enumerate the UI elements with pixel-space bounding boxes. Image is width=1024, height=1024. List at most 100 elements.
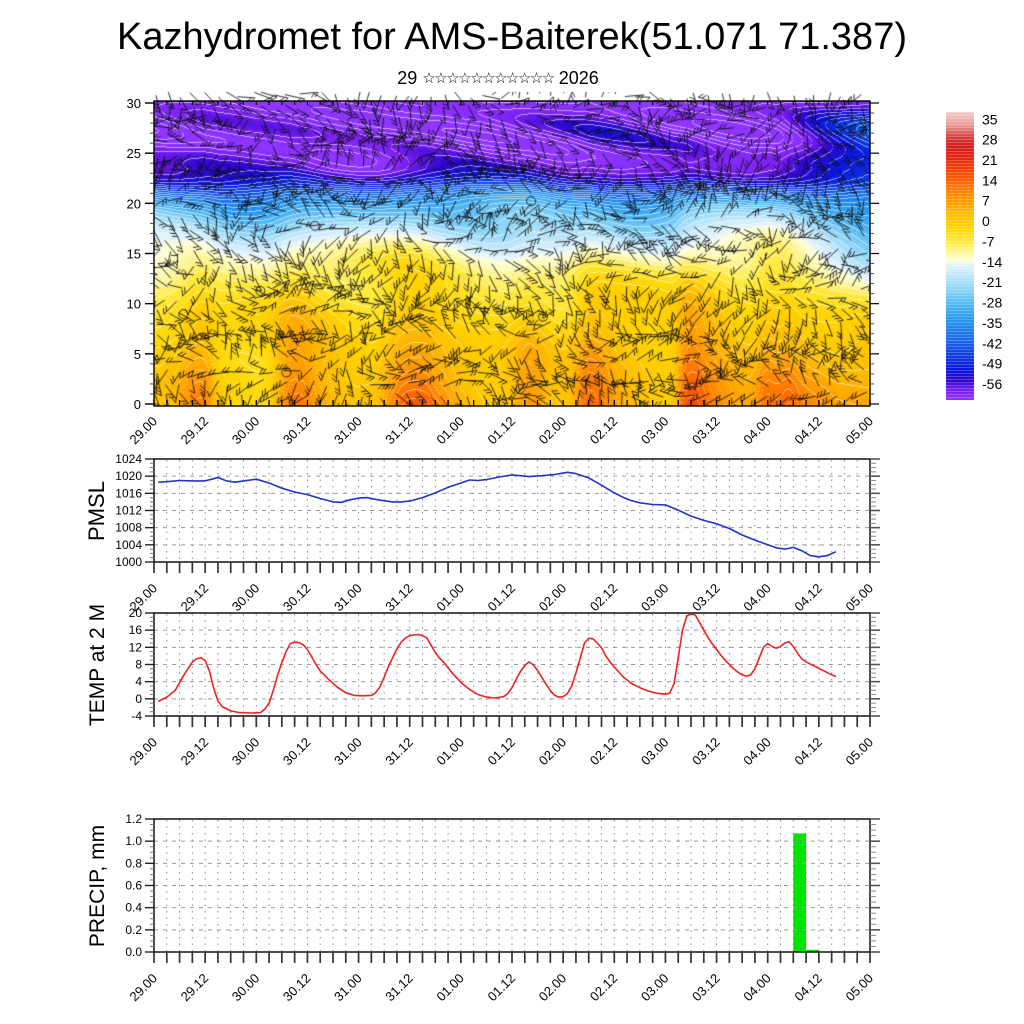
x-tick-label: 31.00 xyxy=(331,735,365,769)
y-tick-label: 8 xyxy=(135,658,142,672)
x-tick-label: 01.00 xyxy=(433,414,467,448)
x-tick-label: 03.12 xyxy=(689,581,723,615)
page-title: Kazhydromet for AMS-Baiterek(51.071 71.3… xyxy=(117,16,907,58)
x-tick-label: 01.00 xyxy=(433,971,467,1005)
colorbar-tick-label: 28 xyxy=(982,132,998,148)
x-tick-label: 02.00 xyxy=(536,735,570,769)
profile-y-tick-label: 15 xyxy=(127,247,141,262)
pmsl-axis-title: PMSL xyxy=(84,481,109,541)
x-tick-label: 03.12 xyxy=(689,735,723,769)
x-tick-label: 04.12 xyxy=(791,735,825,769)
x-tick-label: 31.00 xyxy=(331,414,365,448)
page-subtitle: 29 ☆☆☆☆☆☆☆☆☆☆☆ 2026 xyxy=(0,68,1010,89)
colorbar-tick-label: 21 xyxy=(982,152,998,168)
y-tick-label: 1.2 xyxy=(125,812,142,826)
x-tick-label: 01.00 xyxy=(433,581,467,615)
x-tick-label: 31.00 xyxy=(331,971,365,1005)
y-tick-label: 1008 xyxy=(115,521,142,535)
x-tick-label: 02.12 xyxy=(587,971,621,1005)
x-tick-label: 30.12 xyxy=(280,581,314,615)
x-tick-label: 29.12 xyxy=(178,971,212,1005)
x-tick-label: 01.12 xyxy=(485,971,519,1005)
x-tick-label: 01.00 xyxy=(433,735,467,769)
x-tick-label: 29.12 xyxy=(178,414,212,448)
y-tick-label: 1016 xyxy=(115,486,142,500)
x-tick-label: 02.12 xyxy=(587,735,621,769)
x-tick-label: 05.00 xyxy=(843,971,877,1005)
subtitle-day: 29 xyxy=(397,68,418,88)
x-tick-label: 30.00 xyxy=(229,735,263,769)
y-tick-label: 1024 xyxy=(115,452,142,466)
x-tick-label: 01.12 xyxy=(485,735,519,769)
colorbar-tick-label: -21 xyxy=(982,274,1002,290)
colorbar-tick-label: -42 xyxy=(982,335,1002,351)
x-tick-label: 04.00 xyxy=(740,581,774,615)
precip-bar xyxy=(806,949,819,952)
x-tick-label: 04.00 xyxy=(740,414,774,448)
y-tick-label: 1.0 xyxy=(125,834,142,848)
temp2m-line xyxy=(157,613,837,714)
x-tick-label: 05.00 xyxy=(843,735,877,769)
y-tick-label: 1012 xyxy=(115,504,142,518)
subtitle-stars: ☆☆☆☆☆☆☆☆☆☆☆ xyxy=(422,70,555,87)
colorbar-tick-label: 0 xyxy=(982,213,990,229)
x-tick-label: 29.00 xyxy=(127,414,161,448)
profile-y-tick-label: 25 xyxy=(127,146,141,161)
profile-y-tick-label: 30 xyxy=(127,96,141,111)
x-tick-label: 02.12 xyxy=(587,581,621,615)
x-tick-label: 04.12 xyxy=(791,581,825,615)
profile-plot-border xyxy=(153,100,871,407)
colorbar-tick-label: 35 xyxy=(982,111,998,127)
colorbar-tick-label: 7 xyxy=(982,193,990,209)
colorbar-tick-label: 14 xyxy=(982,172,998,188)
x-tick-label: 04.12 xyxy=(791,971,825,1005)
y-tick-label: 0.0 xyxy=(125,945,142,959)
y-tick-label: 0 xyxy=(135,692,142,706)
wind-temperature-profile-canvas xyxy=(140,86,884,416)
subtitle-year: 2026 xyxy=(558,68,599,88)
x-tick-label: 02.12 xyxy=(587,414,621,448)
colorbar-tick-label: -14 xyxy=(982,254,1002,270)
y-tick-label: 0.6 xyxy=(125,879,142,893)
profile-y-tick-label: 20 xyxy=(127,196,141,211)
temp-axis-title: TEMP at 2 M xyxy=(86,604,109,726)
precip-axis-title: PRECIP, mm xyxy=(86,825,109,947)
x-tick-label: 30.12 xyxy=(280,971,314,1005)
x-tick-label: 31.12 xyxy=(382,735,416,769)
x-tick-label: 01.12 xyxy=(485,581,519,615)
y-tick-label: -4 xyxy=(131,709,142,723)
colorbar-tick-label: -56 xyxy=(982,376,1002,392)
x-tick-label: 04.00 xyxy=(740,735,774,769)
x-tick-label: 29.12 xyxy=(178,735,212,769)
x-tick-label: 03.12 xyxy=(689,414,723,448)
x-tick-label: 29.00 xyxy=(127,735,161,769)
precip-bar xyxy=(793,833,807,952)
y-tick-label: 1020 xyxy=(115,469,142,483)
x-tick-label: 03.12 xyxy=(689,971,723,1005)
x-tick-label: 03.00 xyxy=(638,971,672,1005)
y-tick-label: 0.8 xyxy=(125,856,142,870)
colorbar-tick-label: -28 xyxy=(982,295,1002,311)
x-tick-label: 30.00 xyxy=(229,414,263,448)
x-tick-label: 31.12 xyxy=(382,971,416,1005)
profile-y-tick-label: 10 xyxy=(127,297,141,312)
y-tick-label: 16 xyxy=(129,623,143,637)
x-tick-label: 05.00 xyxy=(843,414,877,448)
x-tick-label: 02.00 xyxy=(536,414,570,448)
profile-y-tick-label: 0 xyxy=(134,397,141,412)
y-tick-label: 0.4 xyxy=(125,901,142,915)
x-tick-label: 02.00 xyxy=(536,971,570,1005)
x-tick-label: 02.00 xyxy=(536,581,570,615)
x-tick-label: 30.12 xyxy=(280,414,314,448)
x-tick-label: 29.12 xyxy=(178,581,212,615)
x-tick-label: 03.00 xyxy=(638,581,672,615)
y-tick-label: 20 xyxy=(129,606,143,620)
colorbar-tick-label: -7 xyxy=(982,233,995,249)
x-tick-label: 01.12 xyxy=(485,414,519,448)
y-tick-label: 0.2 xyxy=(125,923,142,937)
x-tick-label: 30.00 xyxy=(229,971,263,1005)
x-tick-label: 30.00 xyxy=(229,581,263,615)
x-tick-label: 03.00 xyxy=(638,414,672,448)
